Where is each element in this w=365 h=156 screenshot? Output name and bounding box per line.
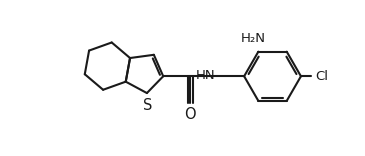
Text: H₂N: H₂N (241, 32, 266, 45)
Text: Cl: Cl (315, 70, 328, 83)
Text: S: S (143, 98, 152, 113)
Text: O: O (184, 107, 196, 122)
Text: HN: HN (196, 69, 215, 82)
